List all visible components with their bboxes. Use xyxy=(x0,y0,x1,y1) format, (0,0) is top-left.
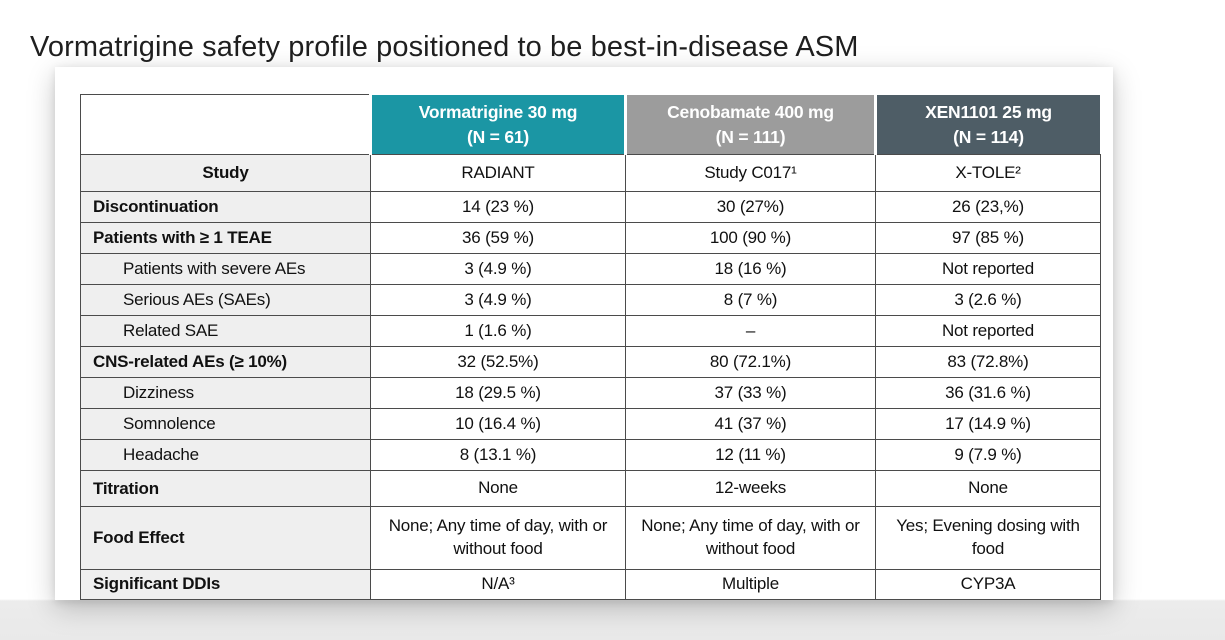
table-row: Discontinuation 14 (23 %) 30 (27%) 26 (23,%… xyxy=(80,191,1101,223)
table-row: Patients with severe AEs 3 (4.9 %) 18 (16 … xyxy=(80,253,1101,285)
table-row: Somnolence 10 (16.4 %) 41 (37 %) 17 (14.9 %… xyxy=(80,408,1101,440)
table-body: Study RADIANT Study C017¹ X-TOLE² Discontinu… xyxy=(80,154,1101,600)
safety-comparison-table: Vormatrigine 30 mg (N = 61) Cenobamate 4… xyxy=(80,94,1101,600)
row-label: Somnolence xyxy=(80,408,371,440)
table-row: Related SAE 1 (1.6 %) – Not reported xyxy=(80,315,1101,347)
cell-value: 100 (90 %) xyxy=(625,222,876,254)
table-row: Titration None 12-weeks None xyxy=(80,470,1101,507)
cell-value: None; Any time of day, with or without f… xyxy=(625,506,876,570)
slide-card: Vormatrigine 30 mg (N = 61) Cenobamate 4… xyxy=(55,67,1113,600)
cell-value: 9 (7.9 %) xyxy=(875,439,1101,471)
drug-title: Cenobamate 400 mg xyxy=(667,101,834,122)
cell-value: 3 (4.9 %) xyxy=(370,284,626,316)
cell-value: 97 (85 %) xyxy=(875,222,1101,254)
cell-value: 36 (31.6 %) xyxy=(875,377,1101,409)
row-label: Study xyxy=(80,154,371,192)
table-row: CNS-related AEs (≥ 10%) 32 (52.5%) 80 (72.… xyxy=(80,346,1101,378)
cell-value: Multiple xyxy=(625,569,876,600)
cell-value: 8 (13.1 %) xyxy=(370,439,626,471)
row-label: CNS-related AEs (≥ 10%) xyxy=(80,346,371,378)
drug-header-cenobamate: Cenobamate 400 mg (N = 111) xyxy=(624,94,876,155)
cell-value: 80 (72.1%) xyxy=(625,346,876,378)
cell-value: 30 (27%) xyxy=(625,191,876,223)
cell-value: X-TOLE² xyxy=(875,154,1101,192)
row-label: Headache xyxy=(80,439,371,471)
cell-value: 3 (2.6 %) xyxy=(875,284,1101,316)
drug-title: XEN1101 25 mg xyxy=(925,101,1052,122)
cell-value: None; Any time of day, with or without f… xyxy=(370,506,626,570)
cell-value: Not reported xyxy=(875,253,1101,285)
cell-value: 10 (16.4 %) xyxy=(370,408,626,440)
cell-value: None xyxy=(370,470,626,507)
cell-value: 12 (11 %) xyxy=(625,439,876,471)
cell-value: 17 (14.9 %) xyxy=(875,408,1101,440)
table-row: Serious AEs (SAEs) 3 (4.9 %) 8 (7 %) 3 (2.6… xyxy=(80,284,1101,316)
row-label: Patients with ≥ 1 TEAE xyxy=(80,222,371,254)
table-row: Dizziness 18 (29.5 %) 37 (33 %) 36 (31.6 %) xyxy=(80,377,1101,409)
drug-n: (N = 114) xyxy=(953,126,1024,147)
drug-header-vormatrigine: Vormatrigine 30 mg (N = 61) xyxy=(369,94,626,155)
cell-value: Yes; Evening dosing with food xyxy=(875,506,1101,570)
cell-value: 37 (33 %) xyxy=(625,377,876,409)
row-label: Dizziness xyxy=(80,377,371,409)
drug-n: (N = 61) xyxy=(466,126,530,147)
cell-value: 41 (37 %) xyxy=(625,408,876,440)
cell-value: 14 (23 %) xyxy=(370,191,626,223)
row-label: Titration xyxy=(80,470,371,507)
cell-value: 32 (52.5%) xyxy=(370,346,626,378)
row-label: Patients with severe AEs xyxy=(80,253,371,285)
cell-value: – xyxy=(625,315,876,347)
table-row: Food Effect None; Any time of day, with o… xyxy=(80,506,1101,570)
cell-value: 1 (1.6 %) xyxy=(370,315,626,347)
row-label: Serious AEs (SAEs) xyxy=(80,284,371,316)
cell-value: 36 (59 %) xyxy=(370,222,626,254)
cell-value: 26 (23,%) xyxy=(875,191,1101,223)
drug-n: (N = 111) xyxy=(715,126,786,147)
cell-value: CYP3A xyxy=(875,569,1101,600)
cell-value: 18 (16 %) xyxy=(625,253,876,285)
table-row: Headache 8 (13.1 %) 12 (11 %) 9 (7.9 %) xyxy=(80,439,1101,471)
row-label: Significant DDIs xyxy=(80,569,371,600)
row-label: Related SAE xyxy=(80,315,371,347)
cell-value: N/A³ xyxy=(370,569,626,600)
drug-title: Vormatrigine 30 mg xyxy=(418,101,578,122)
cell-value: 18 (29.5 %) xyxy=(370,377,626,409)
table-row: Patients with ≥ 1 TEAE 36 (59 %) 100 (90 %… xyxy=(80,222,1101,254)
cell-value: 12-weeks xyxy=(625,470,876,507)
table-row: Study RADIANT Study C017¹ X-TOLE² xyxy=(80,154,1101,192)
cell-value: 8 (7 %) xyxy=(625,284,876,316)
cell-value: 3 (4.9 %) xyxy=(370,253,626,285)
cell-value: RADIANT xyxy=(370,154,626,192)
drug-header-xen1101: XEN1101 25 mg (N = 114) xyxy=(874,94,1101,155)
cell-value: None xyxy=(875,470,1101,507)
row-label: Discontinuation xyxy=(80,191,371,223)
row-label: Food Effect xyxy=(80,506,371,570)
cell-value: Study C017¹ xyxy=(625,154,876,192)
corner-cell xyxy=(80,94,371,155)
cell-value: Not reported xyxy=(875,315,1101,347)
page-title: Vormatrigine safety profile positioned t… xyxy=(30,31,859,63)
header-row: Vormatrigine 30 mg (N = 61) Cenobamate 4… xyxy=(80,94,1101,155)
table-row: Significant DDIs N/A³ Multiple CYP3A xyxy=(80,569,1101,600)
cell-value: 83 (72.8%) xyxy=(875,346,1101,378)
